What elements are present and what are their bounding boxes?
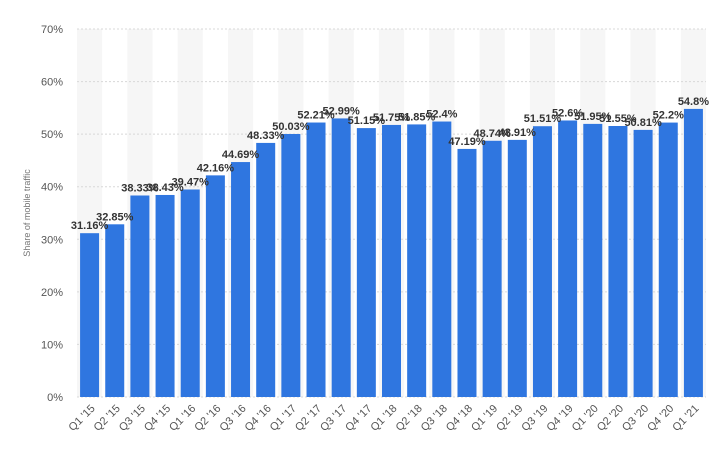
bar: [105, 224, 125, 397]
data-label: 50.81%: [624, 117, 662, 129]
x-tick-label: Q2 '15: [92, 403, 123, 434]
data-label: 38.33%: [121, 182, 159, 194]
x-tick-label: Q2 '16: [192, 403, 223, 434]
x-tick-label: Q1 '15: [67, 403, 98, 434]
data-label: 51.15%: [348, 115, 386, 127]
x-tick-label: Q3 '20: [620, 403, 651, 434]
data-label: 44.69%: [222, 149, 260, 161]
data-label: 52.99%: [323, 105, 361, 117]
x-tick-label: Q3 '16: [217, 403, 248, 434]
bar: [80, 233, 100, 397]
x-tick-label: Q1 '17: [268, 403, 299, 434]
y-tick-label: 60%: [41, 77, 63, 89]
x-tick-label: Q4 '16: [243, 403, 274, 434]
data-label: 54.8%: [678, 96, 709, 108]
bar: [130, 195, 150, 397]
bar: [155, 194, 175, 397]
y-tick-label: 40%: [41, 182, 63, 194]
x-tick-label: Q4 '18: [444, 403, 475, 434]
data-label: 31.16%: [71, 220, 109, 232]
data-label: 47.19%: [448, 136, 486, 148]
x-tick-label: Q4 '19: [545, 403, 576, 434]
x-tick-label: Q2 '17: [293, 403, 324, 434]
data-labels: 31.16%32.85% 38.33%38.43%39.47% 42.16%44.6…: [71, 96, 709, 232]
data-label: 50.03%: [272, 121, 310, 133]
data-label: 48.74%: [473, 128, 511, 140]
data-label: 51.75%: [373, 112, 411, 124]
data-label: 51.51%: [524, 113, 562, 125]
bar: [356, 128, 376, 397]
x-tick-label: Q1 '21: [670, 403, 701, 434]
bar: [281, 133, 301, 397]
y-tick-label: 50%: [41, 129, 63, 141]
data-label: 51.55%: [599, 113, 637, 125]
bar: [382, 124, 401, 397]
bar: [683, 108, 703, 397]
bar: [205, 175, 225, 397]
bar: [482, 140, 502, 398]
x-tick-label: Q2 '18: [394, 403, 425, 434]
data-label: 52.6%: [552, 107, 583, 119]
data-label: 52.2%: [653, 110, 684, 122]
data-label: 48.33%: [247, 130, 285, 142]
data-label: 51.95%: [574, 111, 612, 123]
y-axis-label: Share of mobile traffic: [22, 169, 32, 257]
bar: [432, 121, 452, 398]
x-tick-label: Q3 '19: [519, 403, 550, 434]
x-tick-label: Q4 '15: [142, 403, 173, 434]
bar: [608, 125, 628, 397]
bar: [507, 139, 527, 397]
bar: [306, 122, 326, 398]
data-label: 51.85%: [398, 111, 436, 123]
x-tick-label: Q3 '17: [318, 403, 349, 434]
bars: [80, 108, 703, 398]
data-label: 52.21%: [297, 110, 335, 122]
bar: [407, 124, 427, 397]
x-tick-label: Q4 '20: [645, 403, 676, 434]
y-tick-label: 20%: [41, 287, 63, 299]
data-label: 42.16%: [197, 162, 235, 174]
bar: [256, 142, 276, 397]
x-tick-label: Q1 '20: [570, 403, 601, 434]
bar: [558, 120, 578, 397]
y-tick-label: 70%: [41, 24, 63, 36]
x-tick-label: Q3 '18: [419, 403, 450, 434]
bar: [180, 189, 200, 397]
y-axis-ticks: 0% 10% 20% 30% 40% 50% 60% 70%: [41, 24, 63, 404]
data-label: 38.43%: [146, 182, 184, 194]
bar: [532, 126, 552, 397]
x-tick-label: Q2 '19: [494, 403, 525, 434]
x-tick-label: Q2 '20: [595, 403, 626, 434]
bar: [457, 148, 477, 397]
data-label: 32.85%: [96, 211, 134, 223]
bar: [583, 123, 603, 398]
data-label: 48.91%: [499, 127, 537, 139]
x-tick-label: Q1 '16: [167, 403, 198, 434]
y-tick-label: 0%: [47, 392, 63, 404]
bar: [658, 122, 678, 397]
x-tick-label: Q4 '17: [343, 403, 374, 434]
bar: [331, 118, 351, 397]
y-tick-label: 10%: [41, 339, 63, 351]
x-tick-label: Q1 '19: [469, 403, 500, 434]
y-tick-label: 30%: [41, 234, 63, 246]
data-label: 39.47%: [172, 177, 210, 189]
x-tick-label: Q1 '18: [368, 403, 399, 434]
data-label: 52.4%: [426, 109, 457, 121]
bar: [231, 162, 251, 397]
x-tick-label: Q3 '15: [117, 403, 148, 434]
bar: [633, 129, 653, 397]
